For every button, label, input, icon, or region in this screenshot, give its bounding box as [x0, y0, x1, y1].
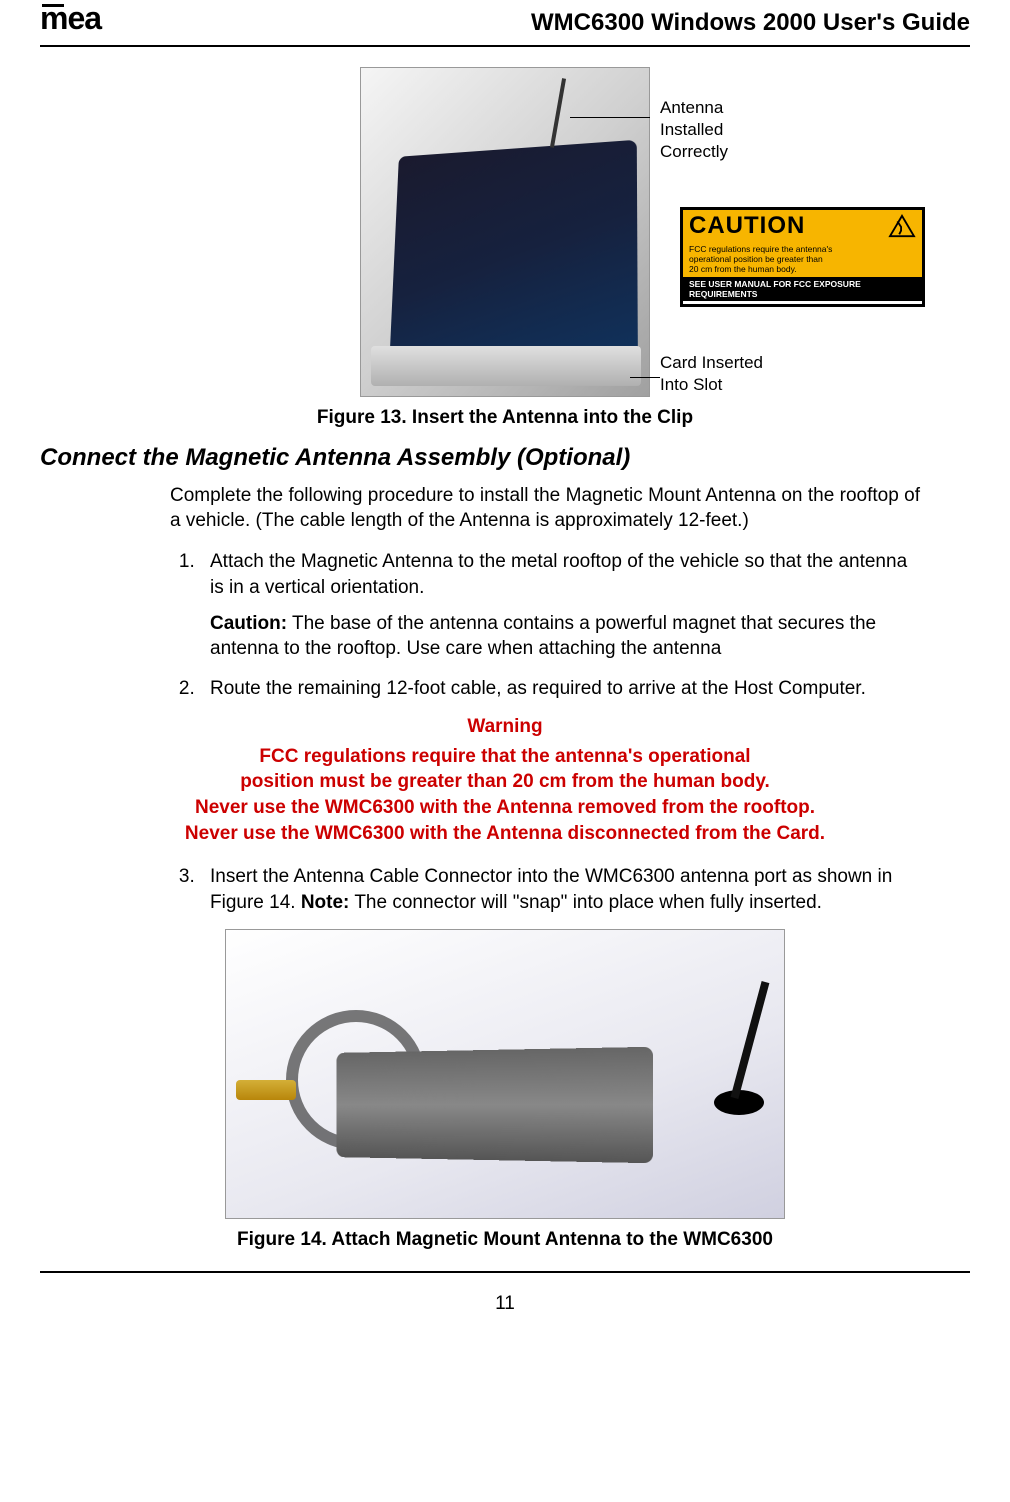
header-title: WMC6300 Windows 2000 User's Guide [531, 9, 970, 37]
document-page: mea WMC6300 Windows 2000 User's Guide An… [0, 0, 1010, 1355]
callout-card: Card Inserted Into Slot [660, 352, 780, 396]
page-header: mea WMC6300 Windows 2000 User's Guide [40, 0, 970, 47]
callout-antenna: Antenna Installed Correctly [660, 97, 780, 163]
caution-bottom: SEE USER MANUAL FOR FCC EXPOSURE REQUIRE… [683, 277, 922, 301]
figure-14-caption: Figure 14. Attach Magnetic Mount Antenna… [40, 1229, 970, 1251]
figure-13-caption: Figure 13. Insert the Antenna into the C… [40, 407, 970, 429]
figure-14-image [225, 929, 785, 1219]
logo: mea [40, 0, 101, 37]
procedure-list-cont: Insert the Antenna Cable Connector into … [200, 864, 920, 915]
procedure-list: Attach the Magnetic Antenna to the metal… [200, 549, 920, 701]
caution-label-box: CAUTION FCC regulations require the ante… [680, 207, 925, 307]
page-number: 11 [495, 1293, 515, 1314]
warning-text: FCC regulations require that the antenna… [40, 744, 970, 847]
page-footer: 11 [40, 1271, 970, 1335]
figure-13-area: Antenna Installed Correctly Card Inserte… [40, 67, 970, 397]
list-item: Attach the Magnetic Antenna to the metal… [200, 549, 920, 662]
warning-title: Warning [40, 716, 970, 738]
list-item: Route the remaining 12-foot cable, as re… [200, 676, 920, 702]
section-intro: Complete the following procedure to inst… [170, 484, 920, 533]
warning-block: Warning FCC regulations require that the… [40, 716, 970, 847]
section-heading: Connect the Magnetic Antenna Assembly (O… [40, 444, 970, 472]
figure-14-area [40, 929, 970, 1219]
warning-triangle-icon [888, 214, 916, 238]
caution-title: CAUTION [689, 212, 805, 240]
caution-text: FCC regulations require the antenna's op… [683, 242, 922, 277]
list-item: Insert the Antenna Cable Connector into … [200, 864, 920, 915]
